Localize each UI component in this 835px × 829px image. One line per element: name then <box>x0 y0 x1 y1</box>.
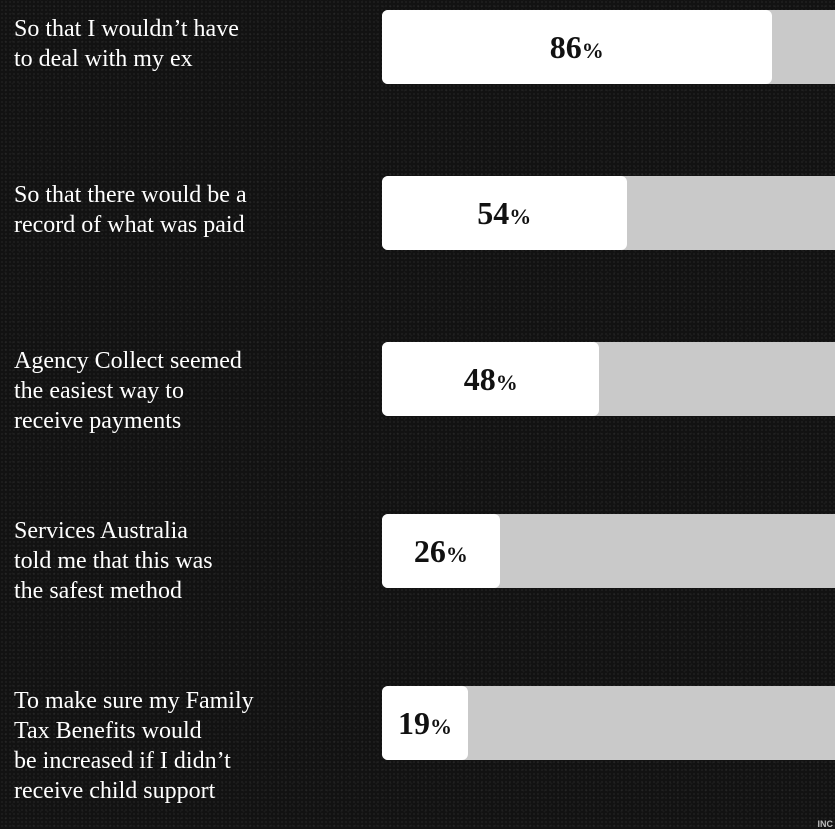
category-label: To make sure my Family Tax Benefits would… <box>14 688 254 804</box>
bar-track: 48% <box>382 342 835 416</box>
corner-watermark-text: INC <box>817 819 834 829</box>
bar: 86% <box>382 10 772 84</box>
bar-track: 19% <box>382 686 835 760</box>
data-label: 19% <box>398 704 453 741</box>
percent-sign: % <box>495 369 518 395</box>
category-label: So that I wouldn’t have to deal with my e… <box>14 16 239 72</box>
data-label: 26% <box>413 532 468 569</box>
percent-sign: % <box>445 541 468 567</box>
category-label: So that there would be a record of what w… <box>14 182 247 238</box>
bar: 26% <box>382 514 500 588</box>
data-label: 48% <box>463 360 518 397</box>
category-label: Agency Collect seemed the easiest way to r… <box>14 348 242 434</box>
bar: 54% <box>382 176 627 250</box>
bar-track: 26% <box>382 514 835 588</box>
category-label: Services Australia told me that this was t… <box>14 518 213 604</box>
percent-sign: % <box>430 713 453 739</box>
bar: 48% <box>382 342 600 416</box>
percent-sign: % <box>581 37 604 63</box>
data-label: 86% <box>549 28 604 65</box>
percent-sign: % <box>509 203 532 229</box>
data-label: 54% <box>477 194 532 231</box>
bar-track: 54% <box>382 176 835 250</box>
bar: 19% <box>382 686 469 760</box>
bar-track: 86% <box>382 10 835 84</box>
